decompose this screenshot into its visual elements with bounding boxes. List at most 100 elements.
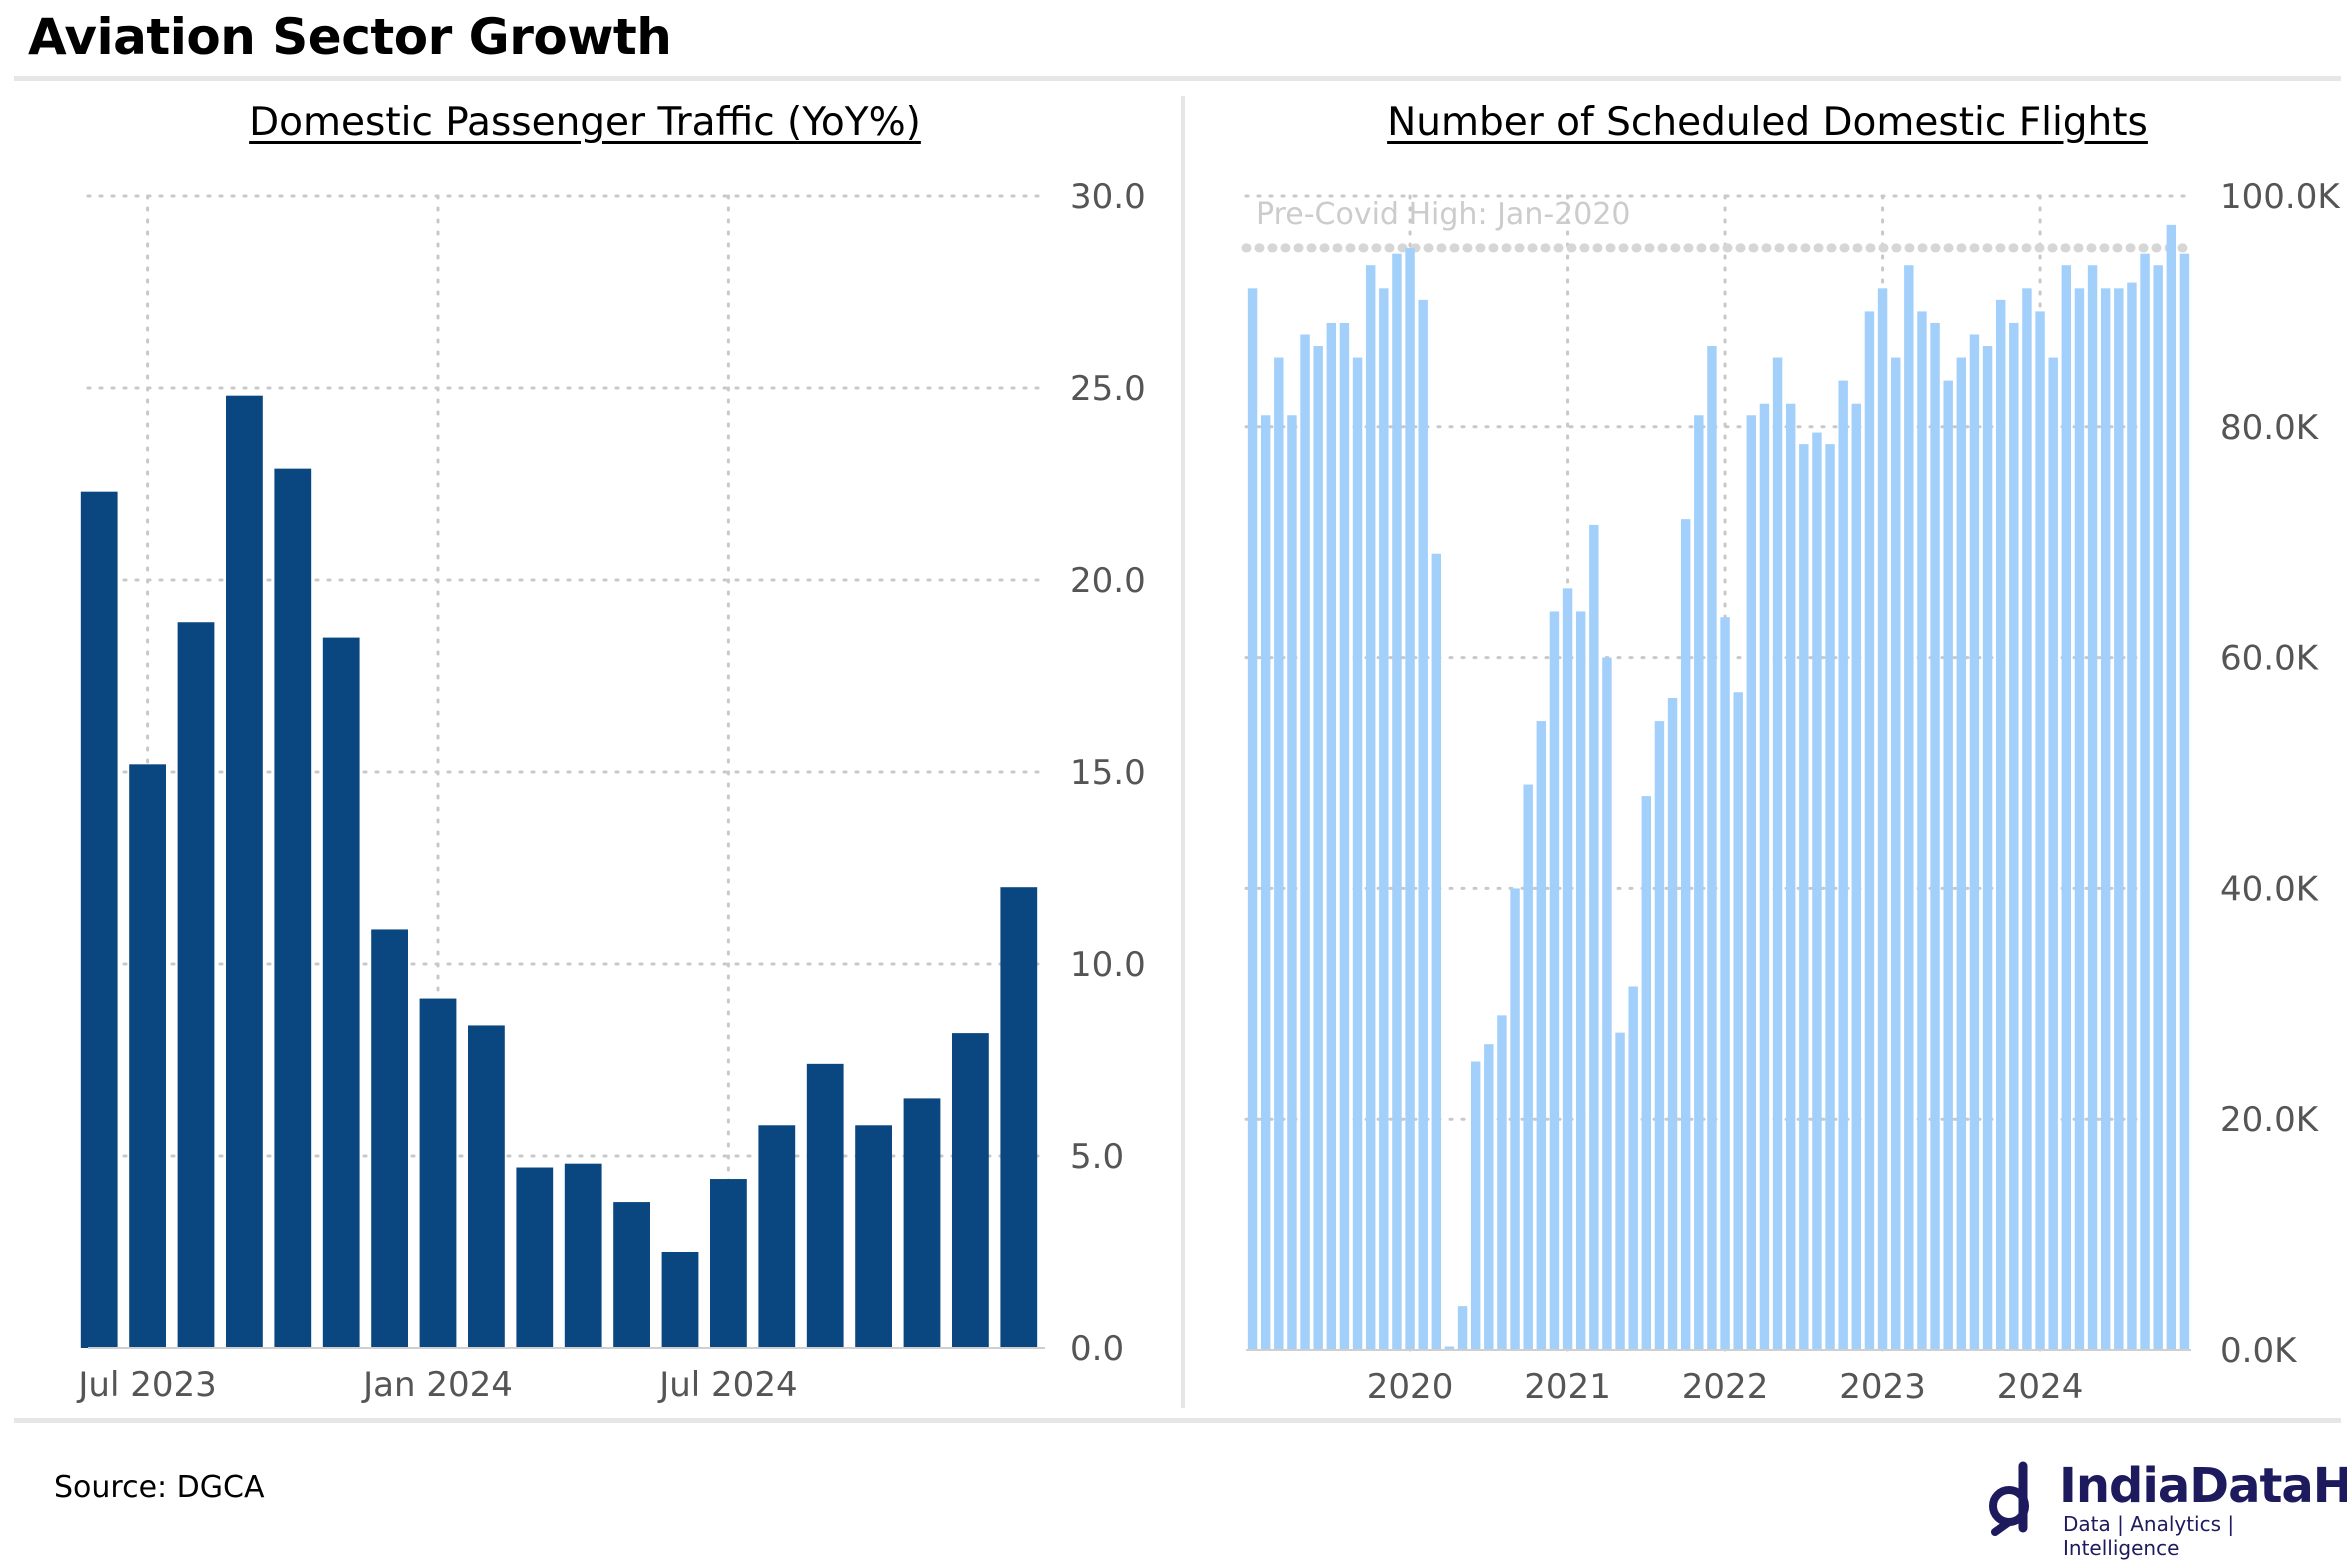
bar	[1812, 432, 1822, 1350]
bar	[903, 1098, 941, 1348]
bar	[2035, 311, 2045, 1350]
bar	[1274, 357, 1284, 1350]
bar	[1405, 247, 1415, 1351]
y-tick-label: 20.0	[1070, 561, 1146, 601]
x-tick-label: 2024	[1997, 1367, 2084, 1407]
bar	[1000, 887, 1038, 1348]
bar	[1851, 403, 1862, 1351]
bar	[1654, 721, 1665, 1350]
x-tick-label: Jul 2024	[657, 1365, 797, 1405]
bar	[468, 1025, 505, 1348]
bar	[1589, 524, 1599, 1350]
bar	[1300, 334, 1310, 1351]
bar	[1379, 288, 1389, 1350]
bar	[1510, 888, 1520, 1350]
bar	[2061, 265, 2072, 1350]
bar	[2074, 288, 2085, 1350]
bar	[1339, 322, 1350, 1351]
bar	[806, 1063, 844, 1348]
bar	[1720, 617, 1730, 1350]
y-tick-label: 0.0K	[2220, 1331, 2298, 1371]
bar	[2087, 265, 2098, 1350]
bar	[1667, 697, 1678, 1350]
logo-tagline: Data | Analytics | Intelligence	[2063, 1512, 2235, 1560]
bar	[2022, 288, 2032, 1350]
bar	[564, 1163, 602, 1348]
bar	[1825, 444, 1835, 1350]
bar	[1694, 415, 1704, 1350]
bar	[80, 491, 118, 1348]
bar	[322, 637, 360, 1348]
bar	[1287, 415, 1297, 1350]
y-tick-label: 60.0K	[2220, 639, 2320, 679]
y-tick-label: 80.0K	[2220, 408, 2320, 448]
bar	[1392, 253, 1402, 1351]
x-tick-label: 2020	[1367, 1367, 1454, 1407]
bar	[274, 468, 312, 1348]
x-tick-label: 2021	[1524, 1367, 1611, 1407]
y-tick-label: 5.0	[1070, 1137, 1124, 1177]
scheduled-flights-chart: 0.0K 20.0K 40.0K 60.0K 80.0K 100.0K 2020 2021 20…	[1241, 177, 2341, 1407]
bar	[1365, 265, 1376, 1350]
bar	[1641, 796, 1652, 1350]
bar	[1956, 357, 1967, 1350]
bar	[2009, 322, 2019, 1351]
bar	[1444, 1346, 1455, 1350]
bar	[1247, 288, 1258, 1350]
y-tick-label: 0.0	[1070, 1329, 1124, 1369]
bar	[1759, 403, 1770, 1351]
source-note: Source: DGCA	[54, 1470, 265, 1505]
header-divider	[14, 76, 2341, 81]
bar	[1707, 346, 1717, 1350]
bar	[710, 1179, 747, 1348]
bar	[855, 1125, 892, 1348]
reference-line-label: Pre-Covid High: Jan-2020	[1256, 197, 1631, 232]
bar	[1575, 611, 1586, 1350]
bar	[177, 622, 215, 1348]
bar	[1995, 299, 2006, 1350]
bar	[1313, 346, 1323, 1350]
bar	[1680, 519, 1691, 1350]
y-tick-label: 40.0K	[2220, 869, 2320, 909]
bar	[1746, 415, 1757, 1350]
bar	[1772, 357, 1783, 1350]
bar	[2114, 288, 2124, 1350]
bar	[1982, 346, 1993, 1350]
bar	[1799, 444, 1809, 1350]
bar	[1536, 721, 1547, 1350]
bar	[1864, 311, 1875, 1350]
y-tick-label: 10.0	[1070, 945, 1146, 985]
bar	[2179, 253, 2190, 1351]
bar	[1549, 611, 1560, 1350]
bar	[2100, 288, 2111, 1350]
bar	[1615, 1032, 1625, 1350]
logo-name: IndiaDataHub	[2059, 1458, 2347, 1514]
bar	[952, 1033, 989, 1348]
bar	[1969, 334, 1980, 1351]
bar	[2153, 265, 2163, 1350]
y-tick-label: 15.0	[1070, 753, 1146, 793]
bar	[1930, 322, 1940, 1351]
bar	[1628, 986, 1638, 1350]
bar	[1457, 1306, 1468, 1350]
bar	[1904, 265, 1914, 1350]
bar	[129, 764, 166, 1348]
bar	[1917, 311, 1927, 1350]
bar	[2048, 357, 2058, 1350]
bar	[1470, 1061, 1481, 1350]
x-tick-label: 2022	[1682, 1367, 1769, 1407]
bar	[1602, 657, 1612, 1350]
logo-icon	[1989, 1461, 2029, 1536]
right-chart-title: Number of Scheduled Domestic Flights	[1387, 100, 2148, 145]
y-tick-label: 25.0	[1070, 369, 1146, 409]
logo: IndiaDataHub Data | Analytics | Intellig…	[1973, 1458, 2347, 1560]
bar	[371, 929, 408, 1348]
bar	[1431, 553, 1442, 1350]
bar	[2127, 282, 2137, 1350]
bar	[1877, 288, 1888, 1350]
bar	[1562, 588, 1573, 1350]
bar	[613, 1202, 650, 1348]
y-tick-label: 20.0K	[2220, 1100, 2320, 1140]
passenger-traffic-chart: 0.0 5.0 10.0 15.0 20.0 25.0 30.0 Jul 2023 Jan 20…	[76, 177, 1146, 1405]
y-tick-label: 30.0	[1070, 177, 1146, 217]
